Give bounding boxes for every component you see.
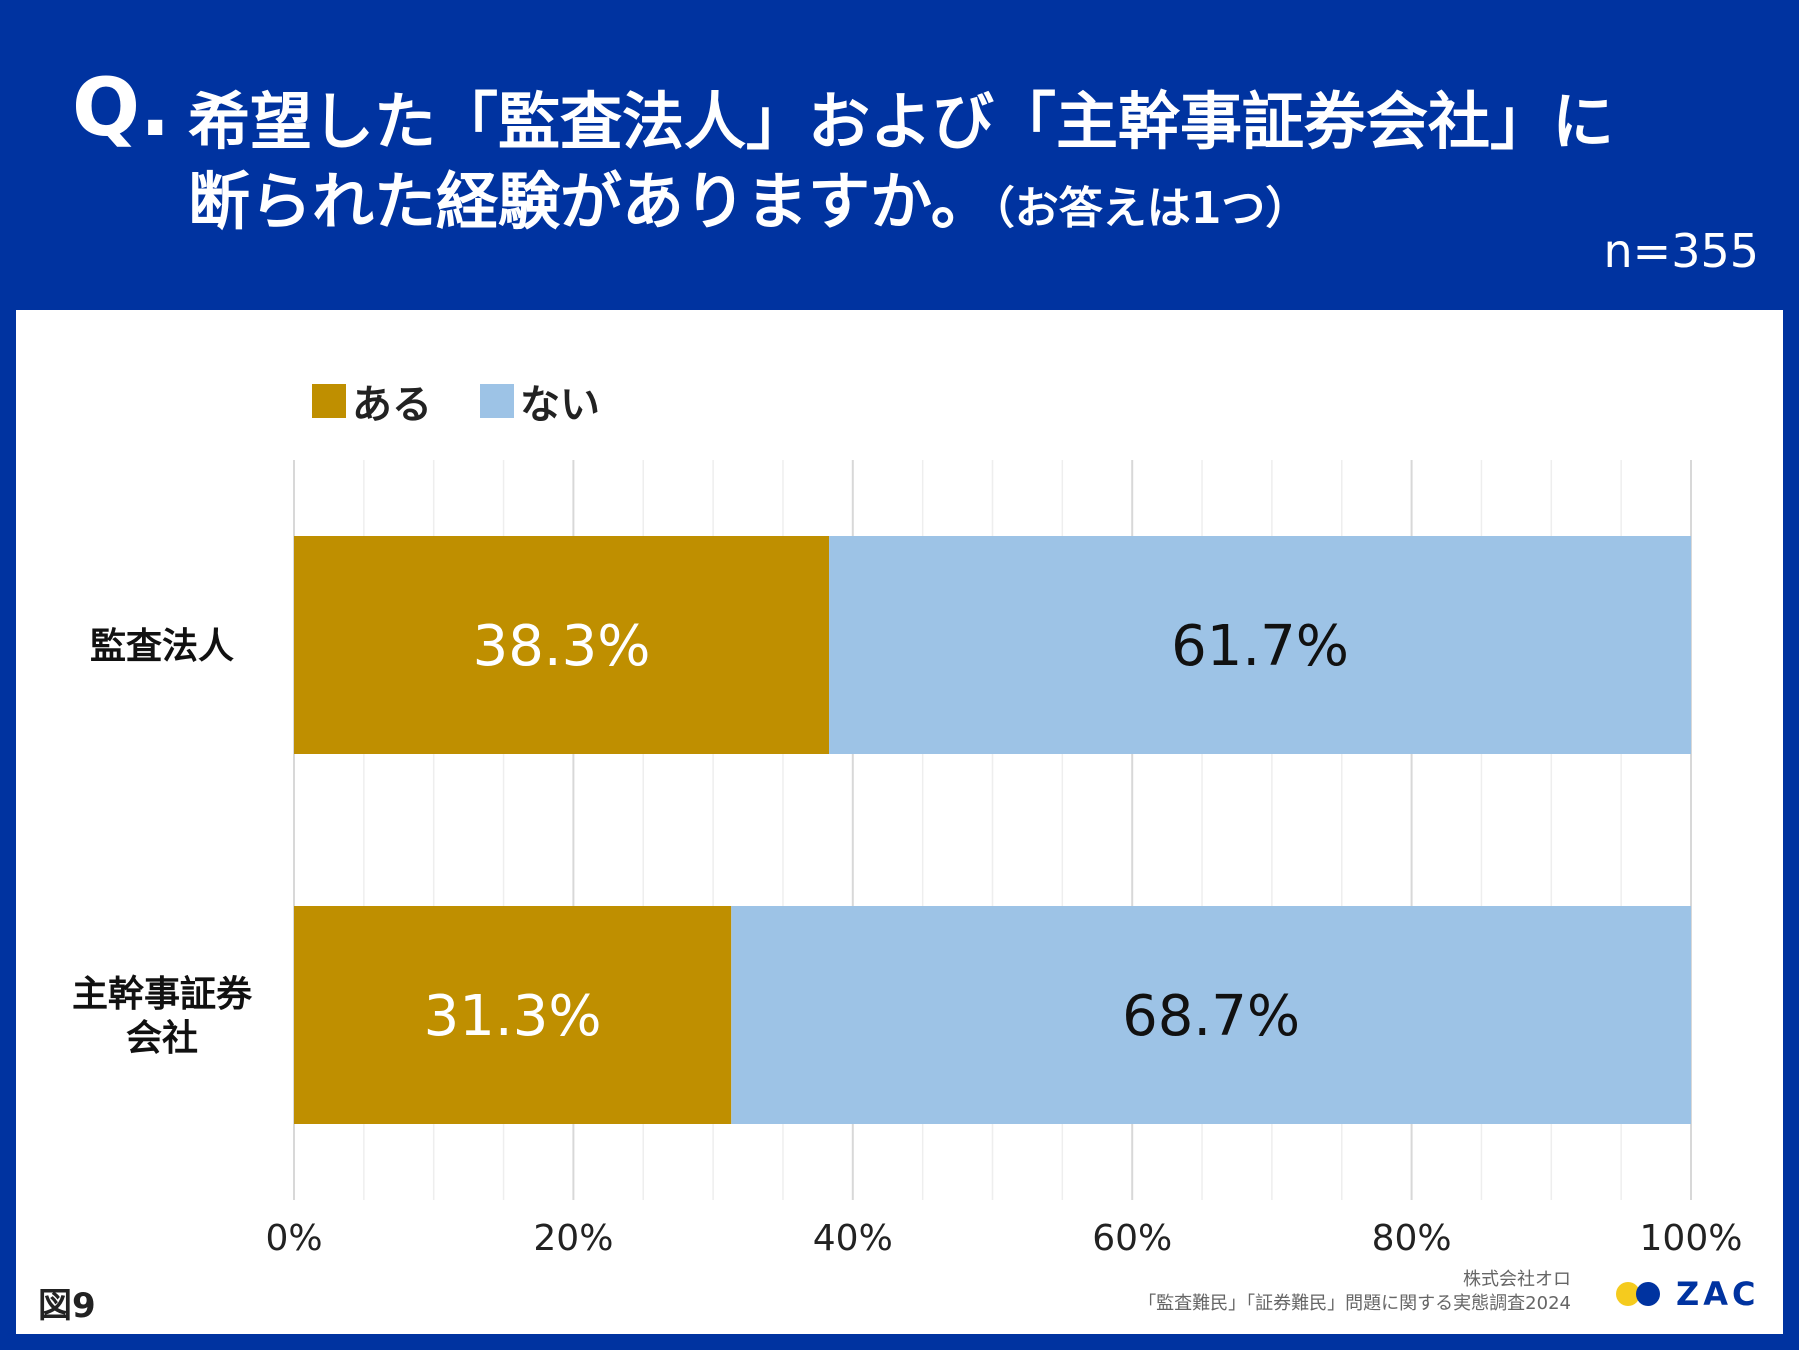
x-tick-label: 100%: [1640, 1218, 1743, 1259]
chart-panel: ある ない 0% 20% 40% 60% 80% 100% 38.3% 61.7% 監査法人 31…: [16, 310, 1783, 1334]
bar-segment-yes: [294, 906, 732, 1124]
legend-swatch-no: [480, 384, 514, 418]
brand-name: ZAC: [1676, 1275, 1760, 1313]
data-label-yes: 38.3%: [473, 614, 651, 679]
category-label: 主幹事証券会社: [72, 973, 253, 1059]
company-name: 株式会社オロ: [1463, 1269, 1571, 1290]
x-tick-label: 80%: [1372, 1218, 1452, 1259]
legend-label-no: ない: [520, 382, 600, 428]
legend-item-yes: ある: [312, 372, 432, 430]
sample-size: n=355: [1603, 224, 1760, 278]
question-line-1: 希望した「監査法人」および「主幹事証券会社」に: [188, 85, 1615, 158]
chart-legend: ある ない: [312, 376, 600, 428]
data-label-no: 61.7%: [1171, 614, 1349, 679]
question-line-2-main: 断られた経験がありますか。: [188, 165, 993, 238]
bar-segment-no: [829, 536, 1691, 754]
question-text: 希望した「監査法人」および「主幹事証券会社」に 断られた経験がありますか。（お答…: [188, 82, 1748, 249]
question-line-2: 断られた経験がありますか。（お答えは1つ）: [188, 162, 1748, 249]
zac-logo: ZAC: [1616, 1274, 1759, 1314]
x-tick-label: 20%: [533, 1218, 613, 1259]
x-tick-label: 0%: [265, 1218, 322, 1259]
category-label: 監査法人: [90, 626, 234, 667]
stacked-bar-chart: 0% 20% 40% 60% 80% 100% 38.3% 61.7% 監査法人 31.3% 68.…: [72, 460, 1743, 1259]
bar-segment-yes: [294, 536, 830, 754]
bar-segment-no: [731, 906, 1691, 1124]
x-tick-label: 40%: [813, 1218, 893, 1259]
source-credit: 株式会社オロ 「監査難民」「証券難民」問題に関する実態調査2024: [1138, 1268, 1571, 1316]
legend-label-yes: ある: [352, 382, 432, 428]
x-tick-label: 60%: [1092, 1218, 1172, 1259]
question-mark: Q.: [72, 61, 171, 154]
figure-label: 図9: [38, 1286, 96, 1326]
data-label-no: 68.7%: [1122, 984, 1300, 1049]
legend-item-no: ない: [480, 372, 600, 430]
survey-title: 「監査難民」「証券難民」問題に関する実態調査2024: [1138, 1293, 1571, 1314]
legend-swatch-yes: [312, 384, 346, 418]
data-label-yes: 31.3%: [424, 984, 602, 1049]
logo-dot-blue-icon: [1636, 1282, 1660, 1306]
question-note: （お答えは1つ）: [992, 183, 1310, 234]
